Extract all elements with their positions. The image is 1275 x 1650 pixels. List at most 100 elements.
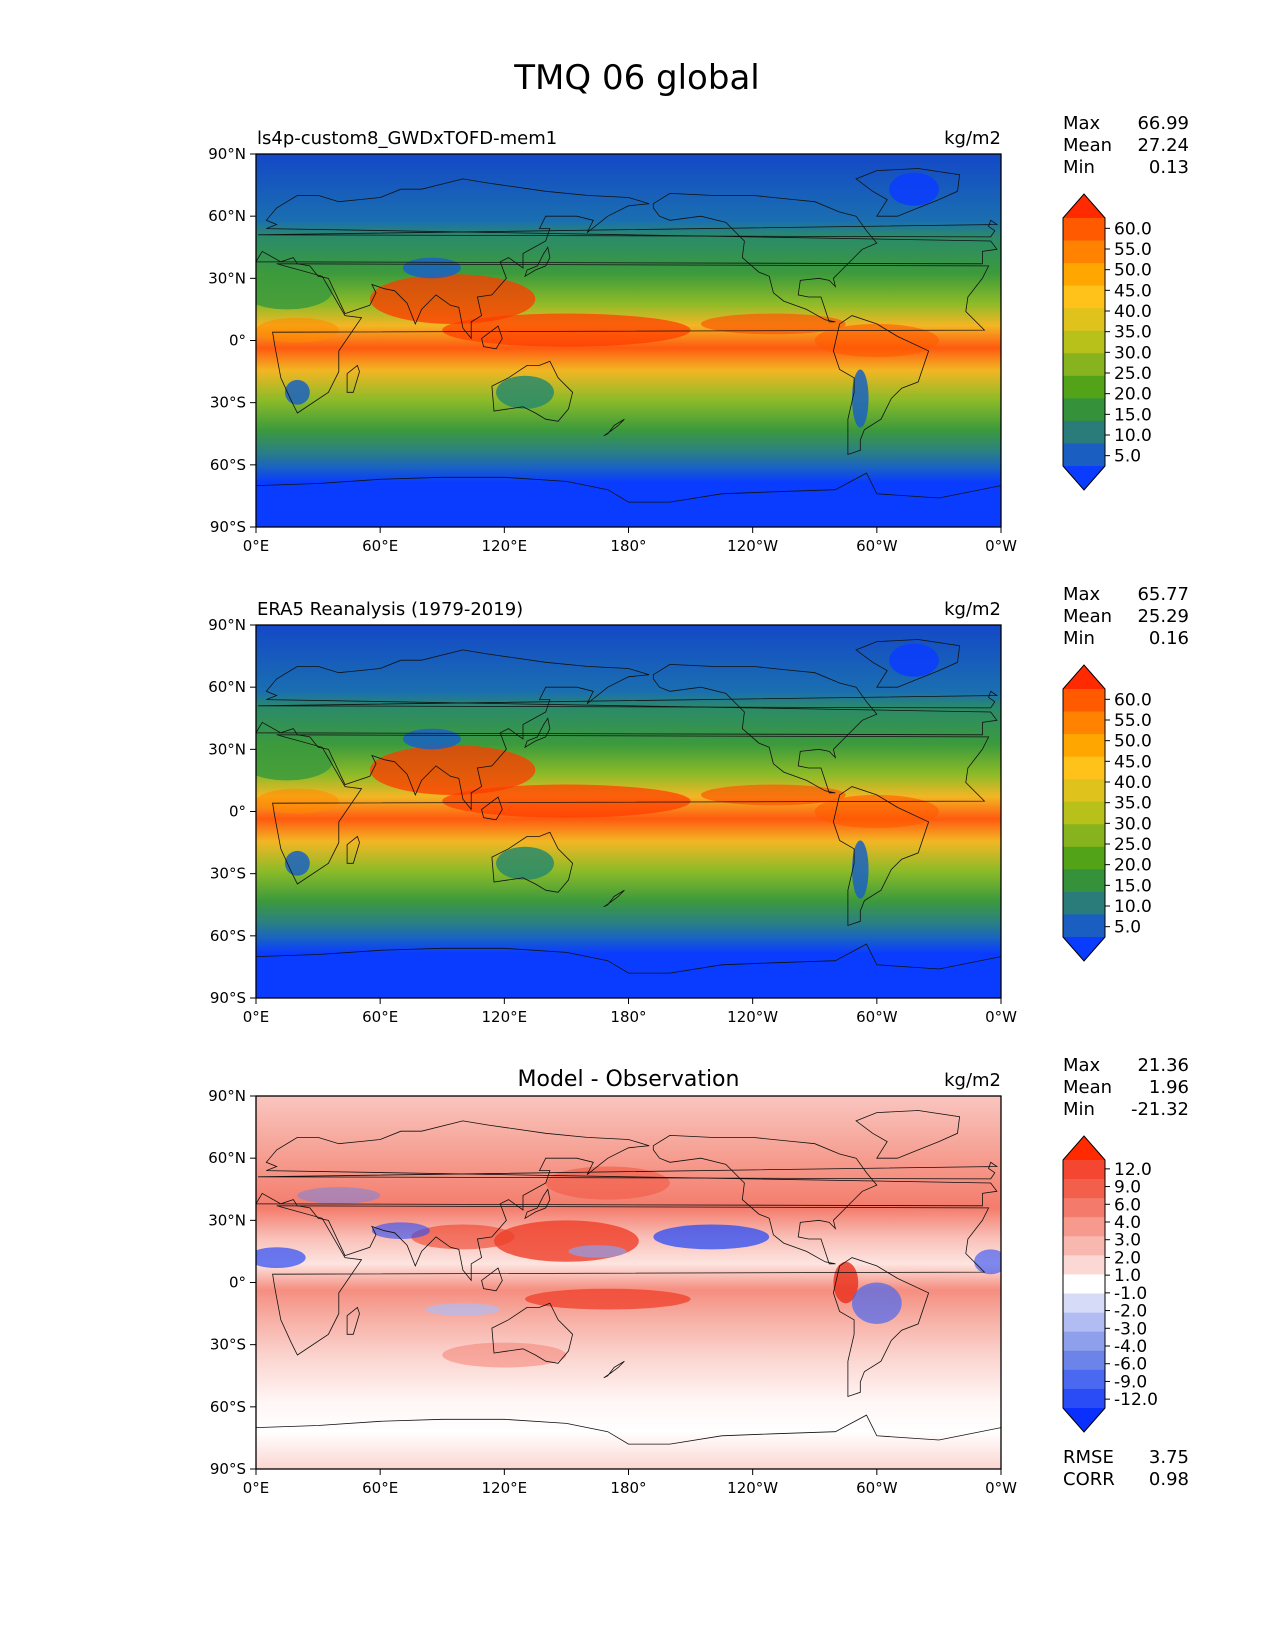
coastline: [258, 219, 999, 238]
lat-tick-label: 90°S: [210, 1460, 246, 1478]
lat-tick-label: 90°S: [210, 989, 246, 1007]
colorbar-label: 10.0: [1114, 426, 1152, 446]
dry-region: [284, 850, 310, 876]
negative-bias-region: [371, 1222, 430, 1239]
colorbar-segment: [1063, 824, 1105, 848]
colorbar-extend-max: [1063, 665, 1105, 689]
positive-bias-region: [442, 1342, 567, 1368]
negative-bias-region: [974, 1249, 1001, 1275]
colorbar-segment: [1063, 1217, 1105, 1237]
lon-tick-label: 180°: [610, 1008, 646, 1026]
colorbar-segment: [1063, 1331, 1105, 1352]
lat-tick-label: 0°: [229, 332, 246, 350]
dry-region: [496, 846, 554, 880]
colorbar-label: 35.0: [1114, 323, 1152, 343]
colorbar-segment: [1063, 218, 1105, 242]
colorbar-label: 6.0: [1114, 1195, 1141, 1215]
colorbar-label: 45.0: [1114, 281, 1152, 301]
lon-tick-label: 60°W: [856, 1008, 898, 1026]
colorbar-segment: [1063, 1198, 1105, 1218]
lon-tick-label: 120°W: [727, 537, 778, 555]
lon-tick-label: 0°W: [985, 1008, 1017, 1026]
colorbar-segment: [1063, 756, 1105, 780]
lat-tick-label: 90°S: [210, 518, 246, 536]
units-label: kg/m2: [944, 128, 1001, 149]
colorbar-label: 12.0: [1114, 1160, 1152, 1180]
colorbar-segment: [1063, 1236, 1105, 1256]
coastline: [603, 1360, 625, 1379]
colorbar-segment: [1063, 711, 1105, 735]
colorbar-label: 9.0: [1114, 1178, 1141, 1198]
lat-tick-label: 60°N: [208, 678, 246, 696]
lon-tick-label: 0°E: [243, 1479, 270, 1497]
coastline: [256, 1120, 998, 1282]
colorbar-extend-min: [1063, 1408, 1105, 1432]
coastline: [256, 943, 1001, 998]
colorbar-segment: [1063, 1369, 1105, 1390]
dry-region: [402, 728, 461, 750]
colorbar-label: -6.0: [1114, 1355, 1147, 1375]
negative-bias-region: [653, 1224, 770, 1250]
dry-region: [852, 840, 869, 899]
colorbar-segment: [1063, 308, 1105, 332]
colorbar-segment: [1063, 285, 1105, 309]
lon-tick-label: 60°W: [856, 537, 898, 555]
stat-value: 0.98: [1149, 1469, 1189, 1490]
coastline: [491, 1302, 574, 1364]
colorbar-label: 5.0: [1114, 918, 1141, 938]
coastline: [603, 418, 625, 437]
colorbar-label: -2.0: [1114, 1302, 1147, 1322]
lat-tick-label: 30°N: [208, 269, 246, 287]
coastline: [346, 835, 360, 864]
colorbar-label: 30.0: [1114, 343, 1152, 363]
panel-title: ls4p-custom8_GWDxTOFD-mem1: [257, 128, 557, 149]
colorbar-segment: [1063, 1312, 1105, 1333]
colorbar-label: 25.0: [1114, 364, 1152, 384]
colorbar-label: 20.0: [1114, 856, 1152, 876]
coastline: [256, 1414, 1001, 1469]
lat-tick-label: 30°S: [210, 394, 246, 412]
stat-value: 0.16: [1149, 628, 1189, 649]
colorbar-extend-min: [1063, 937, 1105, 961]
negative-bias-region: [425, 1303, 501, 1316]
colorbar-label: 20.0: [1114, 385, 1152, 405]
lat-tick-label: 0°: [229, 803, 246, 821]
panel-difference: 90°N 60°N 30°N 0° 30°S 60°S 90°S0°E 60°E 120°E 18…: [208, 1055, 1189, 1497]
panel-title: ERA5 Reanalysis (1979-2019): [257, 599, 523, 620]
positive-bias-region: [411, 1224, 515, 1250]
units-label: kg/m2: [944, 599, 1001, 620]
stat-value: 25.29: [1137, 606, 1189, 627]
coastline: [256, 178, 998, 340]
colorbar-segment: [1063, 1350, 1105, 1371]
figure-title: TMQ 06 global: [513, 58, 759, 98]
lat-tick-label: 30°N: [208, 1211, 246, 1229]
moisture-maximum: [256, 317, 339, 343]
stat-value: 1.96: [1149, 1077, 1189, 1098]
lon-tick-label: 60°E: [362, 1479, 398, 1497]
lat-tick-label: 0°: [229, 1274, 246, 1292]
lon-tick-label: 0°E: [243, 537, 270, 555]
lat-tick-label: 30°S: [210, 865, 246, 883]
coastline: [832, 786, 930, 927]
coastline: [256, 649, 998, 811]
colorbar-label: -12.0: [1114, 1390, 1158, 1410]
lon-tick-label: 60°E: [362, 1008, 398, 1026]
colorbar-segment: [1063, 1388, 1105, 1409]
coastline: [346, 364, 360, 393]
negative-bias-region: [256, 1247, 306, 1268]
colorbar-segment: [1063, 1179, 1105, 1199]
colorbar-segment: [1063, 1160, 1105, 1180]
colorbar-label: 40.0: [1114, 773, 1152, 793]
colorbar-label: 45.0: [1114, 752, 1152, 772]
panel-observation: 90°N 60°N 30°N 0° 30°S 60°S 90°S0°E 60°E 120°E 18…: [208, 584, 1189, 1026]
lon-tick-label: 120°W: [727, 1008, 778, 1026]
dry-region: [256, 272, 333, 310]
colorbar-segment: [1063, 1293, 1105, 1314]
lon-tick-label: 120°E: [482, 1479, 528, 1497]
moisture-maximum: [442, 784, 691, 818]
stat-label: Mean: [1063, 135, 1112, 156]
lon-tick-label: 180°: [610, 1479, 646, 1497]
colorbar-outline: [1062, 664, 1106, 962]
coastline: [652, 663, 878, 794]
coastline: [524, 246, 551, 278]
